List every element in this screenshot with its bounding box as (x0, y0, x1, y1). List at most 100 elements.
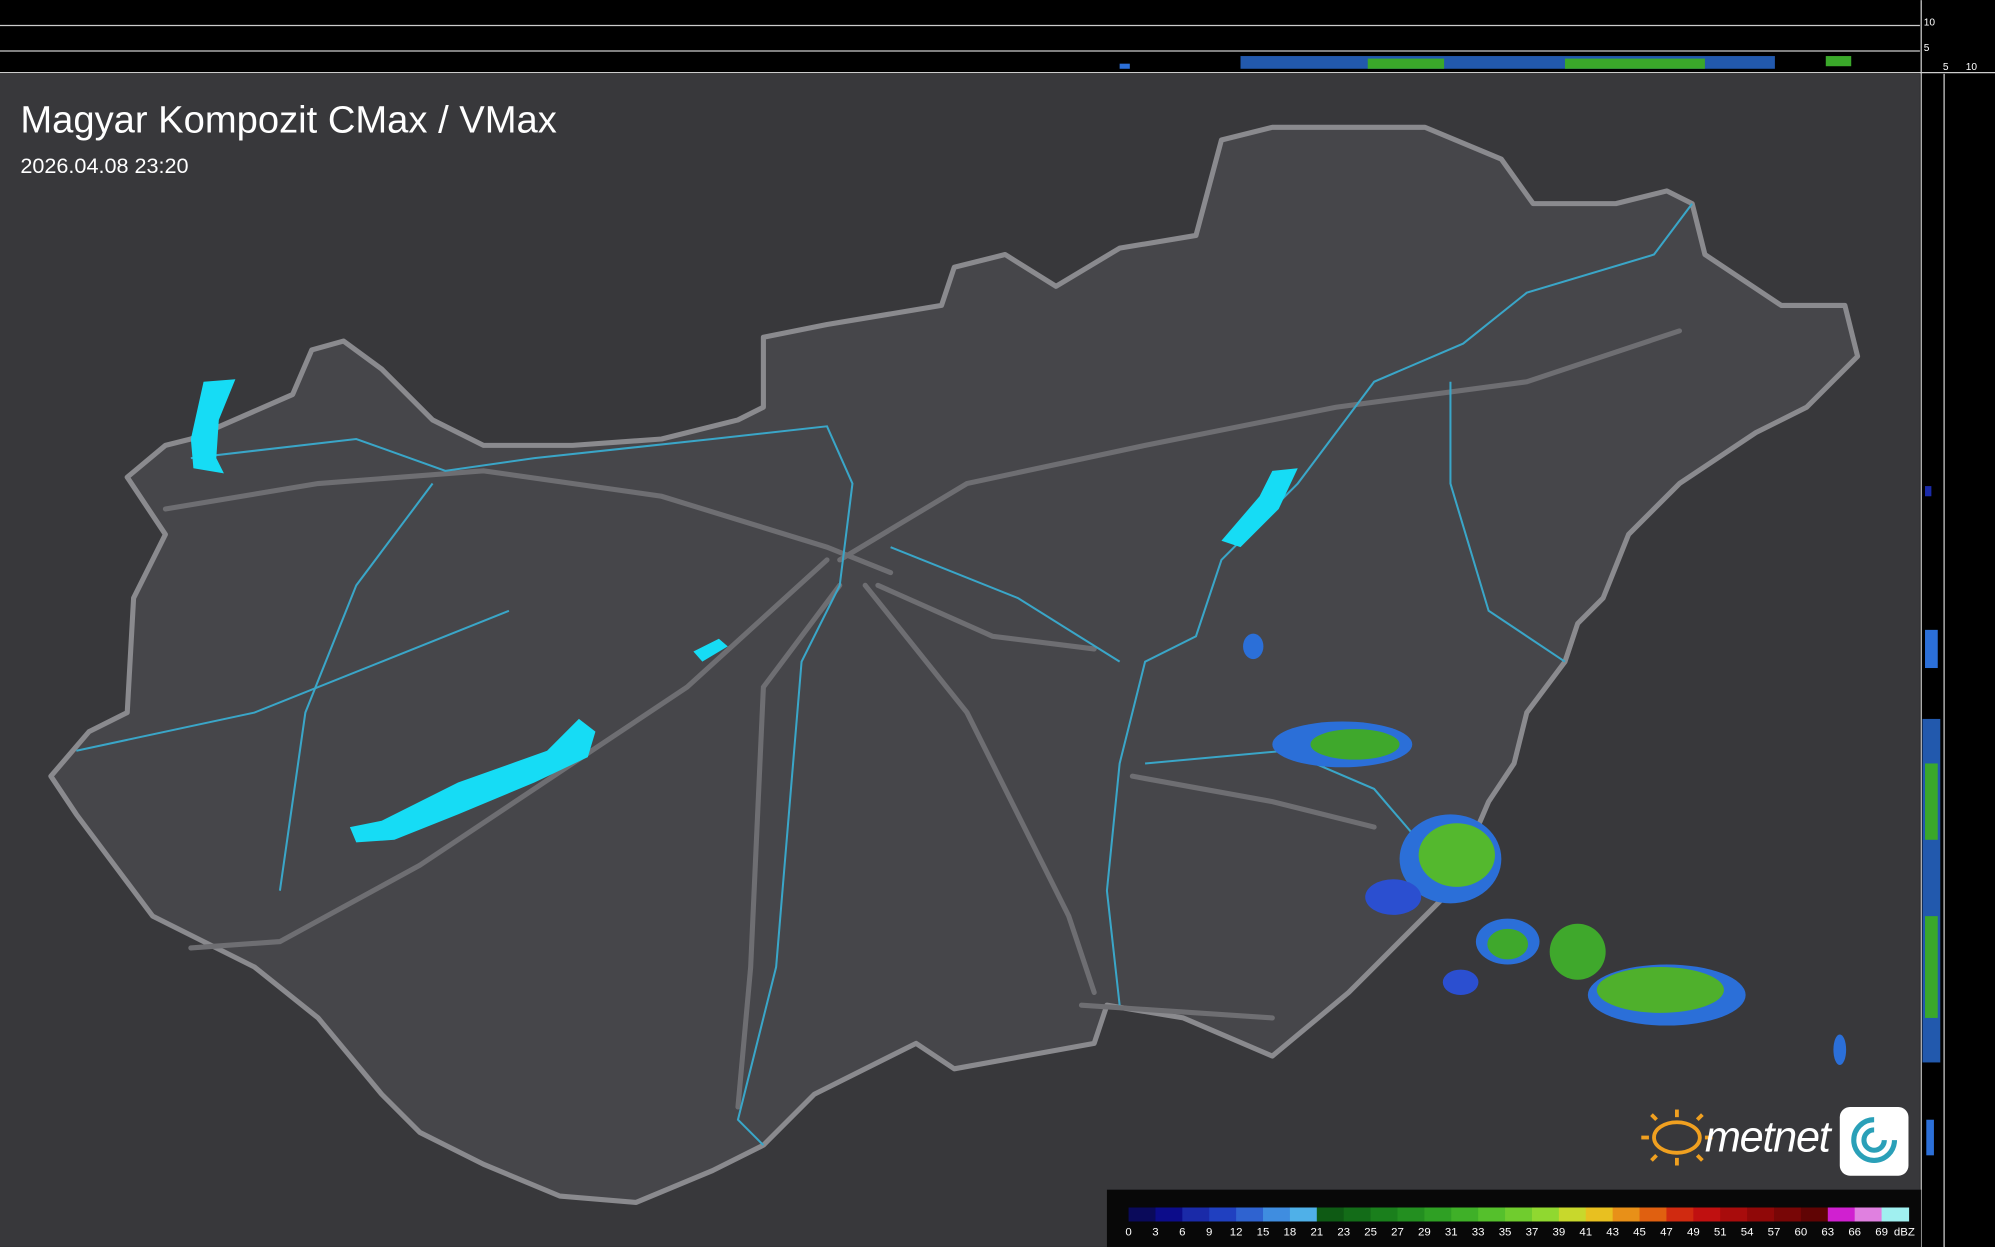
radar-echoes (1243, 633, 1847, 1065)
legend-swatch (1263, 1207, 1291, 1222)
legend-swatch (1289, 1207, 1318, 1222)
legend-swatch (1774, 1207, 1802, 1222)
legend-swatch (1693, 1207, 1721, 1222)
timestamp: 2026.04.08 23:20 (20, 153, 188, 178)
logo-swirl (1851, 1117, 1898, 1163)
legend-swatch (1666, 1207, 1694, 1222)
echo (1418, 823, 1495, 887)
legend-label: 33 (1472, 1226, 1485, 1238)
road (162, 468, 894, 576)
legend-swatch (1558, 1207, 1587, 1222)
legend-swatch (1854, 1207, 1883, 1222)
legend-swatch (1236, 1207, 1264, 1222)
legend-label: 45 (1633, 1226, 1646, 1238)
echo (1487, 928, 1529, 960)
road (188, 557, 830, 951)
legend-unit: dBZ (1894, 1226, 1915, 1238)
legend-swatch (1182, 1207, 1210, 1222)
legend-label: 6 (1179, 1226, 1185, 1238)
legend-swatch (1827, 1207, 1856, 1222)
echo (1365, 879, 1422, 915)
profile-axis-label: 10 (1966, 62, 1978, 73)
legend-swatch (1155, 1207, 1183, 1222)
legend-label: 35 (1499, 1226, 1512, 1238)
profile-echo (1925, 763, 1938, 840)
road (1078, 1002, 1275, 1021)
legend-swatch (1585, 1207, 1614, 1222)
logo-text: metnet (1705, 1114, 1833, 1162)
legend-label: 9 (1206, 1226, 1212, 1238)
legend-label: 3 (1152, 1226, 1158, 1238)
legend-label: 51 (1714, 1226, 1727, 1238)
echo (1833, 1034, 1847, 1065)
lake (349, 718, 596, 843)
river (278, 482, 434, 891)
legend-swatch (1639, 1207, 1668, 1222)
legend-label: 66 (1848, 1226, 1861, 1238)
legend-label: 15 (1257, 1226, 1270, 1238)
profile-axis-label: 5 (1924, 43, 1930, 54)
legend-label: 12 (1230, 1226, 1243, 1238)
river (1449, 381, 1566, 663)
legend-swatch (1720, 1207, 1748, 1222)
legend-label: 54 (1741, 1226, 1754, 1238)
legend-label: 31 (1445, 1226, 1458, 1238)
lake (693, 638, 728, 662)
legend-label: 37 (1526, 1226, 1539, 1238)
legend-label: 27 (1391, 1226, 1404, 1238)
profile-echoes (1119, 56, 1941, 1156)
map-title: Magyar Kompozit CMax / VMax (20, 98, 556, 141)
lake (1221, 468, 1298, 548)
legend-label: 60 (1795, 1226, 1808, 1238)
legend-label: 43 (1606, 1226, 1619, 1238)
profile-axis-label: 5 (1943, 62, 1949, 73)
road (862, 582, 1097, 996)
legend-swatch (1128, 1207, 1157, 1222)
profile-echo (1925, 916, 1938, 1018)
legend-label: 0 (1125, 1226, 1131, 1238)
legend-label: 25 (1364, 1226, 1377, 1238)
echo (1549, 923, 1606, 980)
road (875, 582, 1097, 652)
legend-label: 39 (1552, 1226, 1565, 1238)
echo (1310, 729, 1400, 760)
profile-echo (1825, 56, 1852, 67)
legend-swatch (1881, 1207, 1910, 1222)
legend-swatch (1505, 1207, 1533, 1222)
legend-swatch (1316, 1207, 1345, 1222)
logo-badge (1839, 1106, 1909, 1176)
legend-swatch (1747, 1207, 1775, 1222)
legend-label: 29 (1418, 1226, 1431, 1238)
legend-label: 49 (1687, 1226, 1700, 1238)
river (76, 609, 510, 752)
legend-swatch (1209, 1207, 1237, 1222)
profile-echo (1119, 63, 1130, 69)
river (190, 425, 854, 1146)
logo-sun (1641, 1109, 1713, 1166)
legend-swatch (1424, 1207, 1452, 1222)
profile-axis-label: 10 (1924, 18, 1936, 29)
legend-swatch (1370, 1207, 1399, 1222)
legend-swatch (1451, 1207, 1479, 1222)
legend-swatch (1531, 1207, 1560, 1222)
legend: 0 3 6 9 12 15 18 21 23 25 27 29 31 33 35 37 39 41 43 45 47 49… (1125, 1207, 1915, 1238)
profile-echo (1925, 629, 1938, 669)
road (1129, 773, 1377, 830)
legend-label: 21 (1310, 1226, 1323, 1238)
profile-echo (1564, 58, 1705, 69)
legend-label: 18 (1284, 1226, 1297, 1238)
legend-swatch (1612, 1207, 1641, 1222)
lakes (190, 379, 1298, 843)
river (890, 546, 1121, 663)
legend-label: 23 (1337, 1226, 1350, 1238)
legend-label: 47 (1660, 1226, 1673, 1238)
legend-label: 63 (1821, 1226, 1834, 1238)
profile-echo (1926, 1119, 1934, 1156)
lake (190, 379, 236, 474)
logo: metnet (1641, 1106, 1909, 1176)
legend-label: 57 (1768, 1226, 1781, 1238)
legend-label: 41 (1579, 1226, 1592, 1238)
legend-swatch (1800, 1207, 1829, 1222)
legend-label: 69 (1875, 1226, 1888, 1238)
